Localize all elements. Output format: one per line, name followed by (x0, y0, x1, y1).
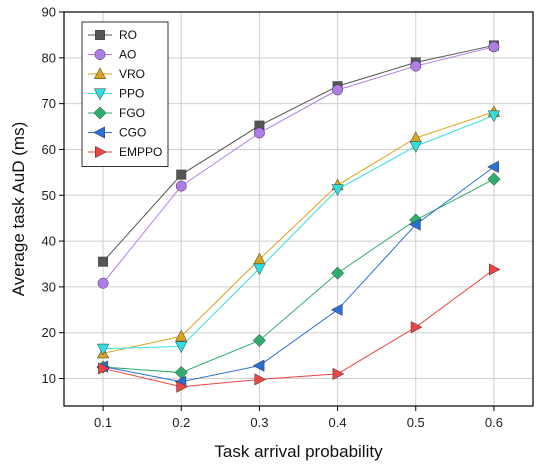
data-point-emppo (176, 380, 188, 393)
legend-item-vro: VRO (88, 67, 145, 81)
legend-label-fgo: FGO (119, 106, 145, 120)
legend-item-cgo: CGO (88, 126, 146, 140)
data-point-ppo (253, 263, 266, 276)
legend: RO AO VRO PPO FGO CGO EMPPO (81, 21, 169, 167)
tick-layer: 0.1 0.2 0.3 0.4 0.5 0.6 10 20 30 40 50 60 70 80 90 (42, 5, 503, 431)
data-point-ppo (487, 110, 501, 123)
data-point-ppo (175, 341, 188, 354)
x-axis-title: Task arrival probability (214, 442, 383, 461)
data-point-ppo (96, 343, 110, 356)
legend-label-vro: VRO (119, 67, 145, 81)
data-point-vro (409, 131, 422, 143)
y-tick-label: 20 (42, 325, 56, 340)
legend-marker-fgo (93, 106, 107, 120)
series-line-ppo (103, 115, 495, 350)
data-point-emppo (410, 321, 423, 334)
data-point-cgo (330, 303, 343, 316)
data-point-ro (176, 169, 187, 180)
legend-label-ao: AO (119, 48, 136, 62)
data-point-ao (332, 84, 344, 96)
data-point-emppo (254, 373, 267, 386)
series-line-emppo (102, 269, 495, 388)
series-cgo (96, 160, 499, 388)
x-tick-label: 0.1 (94, 415, 112, 430)
legend-marker-emppo (95, 145, 107, 159)
data-point-ppo (409, 141, 422, 153)
series-fgo (96, 172, 501, 380)
data-point-ro (98, 256, 109, 267)
series-ao (97, 41, 500, 289)
legend-item-emppo: EMPPO (88, 145, 162, 159)
legend-label-emppo: EMPPO (119, 145, 162, 159)
legend-marker-ao (94, 49, 106, 60)
data-point-fgo (487, 172, 501, 186)
legend-item-fgo: FGO (88, 106, 145, 120)
data-point-ppo (331, 184, 344, 197)
legend-label-ro: RO (119, 28, 137, 42)
data-point-cgo (252, 359, 265, 372)
data-point-fgo (252, 333, 266, 348)
y-tick-label: 60 (42, 142, 56, 157)
data-point-emppo (98, 362, 110, 375)
data-point-cgo (487, 160, 499, 173)
series-line-cgo (102, 166, 495, 383)
y-tick-label: 30 (42, 279, 56, 294)
series-line-ao (102, 46, 495, 284)
data-point-cgo (409, 218, 421, 231)
legend-label-ppo: PPO (119, 87, 144, 101)
legend-marker-vro (93, 67, 107, 79)
data-point-vro (175, 329, 188, 342)
series-line-fgo (103, 178, 495, 374)
legend-marker-cgo (93, 126, 105, 139)
data-point-emppo (332, 367, 345, 381)
x-tick-label: 0.2 (172, 415, 190, 430)
y-tick-label: 10 (42, 371, 56, 386)
data-point-vro (253, 252, 266, 265)
legend-item-ro: RO (88, 28, 137, 42)
y-tick-label: 40 (42, 234, 56, 249)
data-point-ao (253, 127, 265, 139)
series-emppo (98, 263, 501, 393)
series-line-vro (102, 111, 495, 354)
series-ppo (96, 110, 501, 356)
series-line-ro (102, 44, 495, 263)
y-tick-label: 90 (42, 5, 56, 20)
data-point-ao (410, 60, 422, 72)
legend-item-ao: AO (88, 48, 136, 62)
legend-item-ppo: PPO (88, 87, 144, 101)
data-point-fgo (331, 266, 345, 280)
legend-marker-ro (95, 30, 105, 40)
y-tick-label: 50 (42, 188, 56, 203)
legend-marker-ppo (93, 88, 107, 101)
series-layer (96, 40, 501, 393)
y-tick-label: 70 (42, 96, 56, 111)
legend-label-cgo: CGO (119, 126, 146, 140)
data-point-emppo (488, 263, 501, 276)
plot-frame (63, 11, 534, 407)
x-tick-label: 0.6 (485, 415, 503, 430)
x-tick-label: 0.3 (250, 415, 268, 430)
x-tick-label: 0.4 (329, 415, 347, 430)
data-point-ao (175, 180, 187, 192)
data-point-ao (488, 41, 500, 53)
y-axis-title: Average task AuD (ms) (9, 122, 28, 296)
y-tick-label: 80 (42, 50, 56, 65)
data-point-ao (97, 277, 109, 289)
legend-box (81, 21, 169, 167)
x-tick-label: 0.5 (407, 415, 425, 430)
